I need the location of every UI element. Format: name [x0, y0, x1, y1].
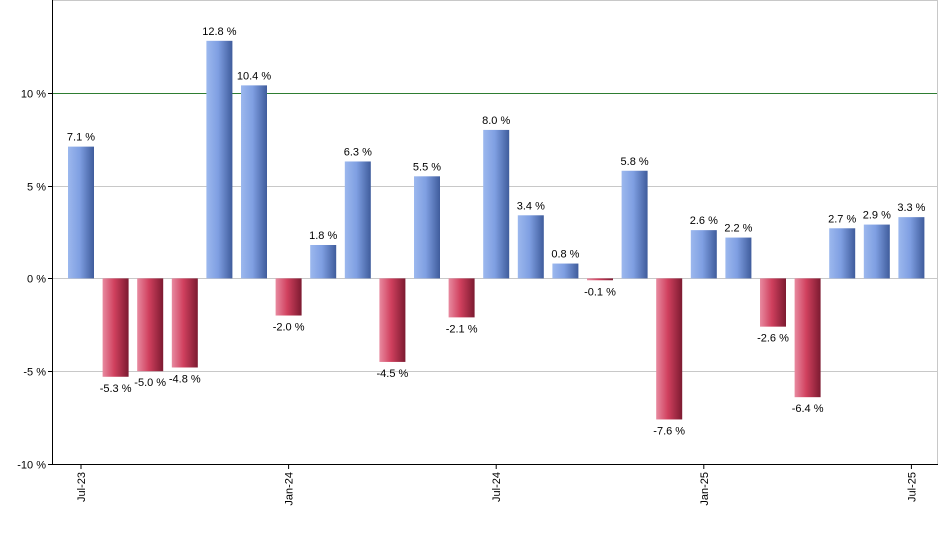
y-tick-label: -10 % — [17, 460, 46, 472]
x-tick-label: Jul-25 — [906, 472, 918, 502]
bar-3 — [171, 278, 198, 368]
data-label-11: -2.1 % — [446, 323, 478, 335]
x-tick-label: Jan-24 — [284, 472, 296, 506]
data-label-24: 3.3 % — [897, 202, 925, 214]
data-label-9: -4.5 % — [377, 368, 409, 380]
bar-6 — [275, 278, 302, 316]
data-label-15: -0.1 % — [584, 286, 616, 298]
bar-19 — [725, 237, 752, 279]
bar-2 — [137, 278, 164, 372]
data-label-22: 2.7 % — [828, 213, 856, 225]
bars — [68, 40, 925, 420]
axes: -10 % -5 % 0 % 5 % 10 % Jul-23 Jan-24 Jul-24 Jan… — [17, 0, 938, 506]
x-tick-label: Jan-25 — [699, 472, 711, 506]
bar-0 — [68, 146, 94, 279]
data-label-20: -2.6 % — [757, 333, 789, 345]
bar-13 — [517, 215, 544, 279]
data-label-7: 1.8 % — [309, 230, 337, 242]
bar-20 — [760, 278, 786, 327]
data-label-6: -2.0 % — [273, 322, 305, 334]
data-label-12: 8.0 % — [482, 115, 510, 127]
data-labels: 7.1 % -5.3 % -5.0 % -4.8 % 12.8 % 10.4 % -2.0 … — [67, 26, 926, 438]
bar-4 — [206, 40, 233, 279]
x-tick-label: Jul-24 — [491, 472, 503, 502]
bar-10 — [414, 176, 440, 279]
bar-16 — [621, 170, 648, 279]
data-label-10: 5.5 % — [413, 161, 441, 173]
bar-18 — [690, 230, 717, 279]
data-label-8: 6.3 % — [344, 146, 372, 158]
bar-14 — [552, 263, 579, 279]
data-label-13: 3.4 % — [517, 200, 545, 212]
bar-17 — [656, 278, 683, 420]
bar-12 — [483, 129, 510, 279]
x-tick-label: Jul-23 — [76, 472, 88, 502]
data-label-17: -7.6 % — [653, 425, 685, 437]
y-tick-label: 0 % — [27, 274, 46, 286]
bar-8 — [344, 161, 371, 279]
data-label-23: 2.9 % — [863, 210, 891, 222]
bar-5 — [241, 85, 267, 279]
bar-7 — [310, 244, 337, 279]
data-label-2: -5.0 % — [134, 377, 166, 389]
bar-15 — [587, 278, 613, 281]
bar-1 — [102, 278, 129, 377]
y-tick-label: -5 % — [23, 367, 46, 379]
data-label-21: -6.4 % — [792, 403, 824, 415]
bar-24 — [898, 217, 925, 279]
data-label-19: 2.2 % — [724, 223, 752, 235]
data-label-3: -4.8 % — [169, 373, 201, 385]
data-label-16: 5.8 % — [621, 156, 649, 168]
data-label-5: 10.4 % — [237, 70, 271, 82]
data-label-0: 7.1 % — [67, 132, 95, 144]
bar-22 — [829, 228, 856, 279]
bar-23 — [863, 224, 890, 279]
y-tick-label: 10 % — [21, 89, 46, 101]
data-label-14: 0.8 % — [551, 249, 579, 261]
data-label-18: 2.6 % — [690, 215, 718, 227]
y-tick-label: 5 % — [27, 182, 46, 194]
bar-21 — [794, 278, 821, 398]
bar-9 — [379, 278, 406, 362]
data-label-1: -5.3 % — [100, 383, 132, 395]
data-label-4: 12.8 % — [202, 26, 236, 38]
bar-11 — [448, 278, 475, 318]
